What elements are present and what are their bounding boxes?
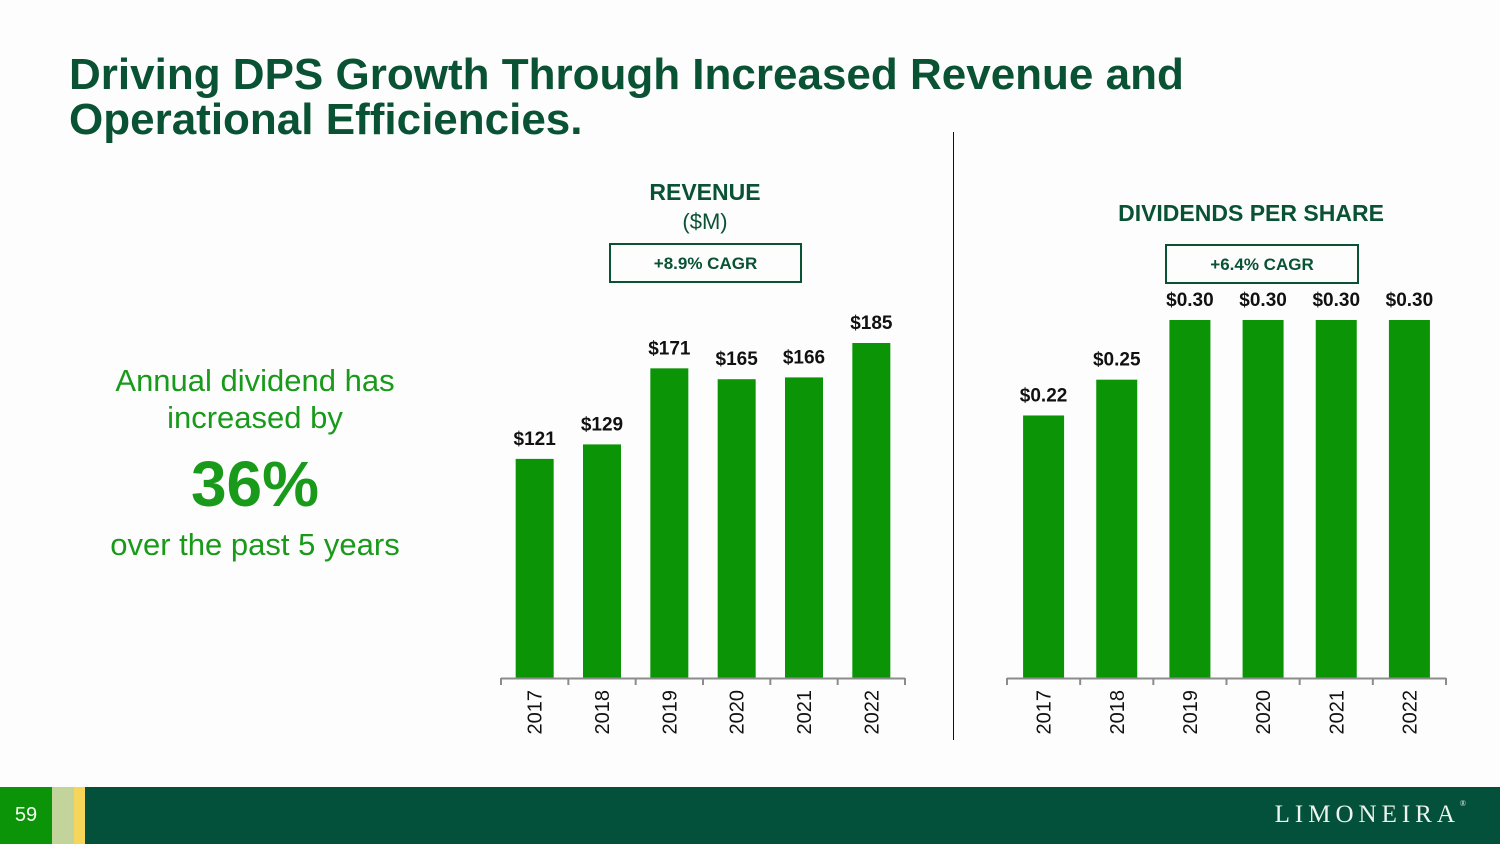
revenue-tick-label: 2020	[727, 690, 749, 735]
dps-chart: DIVIDENDS PER SHARE +6.4% CAGR $0.22$0.2…	[1006, 200, 1447, 735]
dps-bar-2018	[1096, 379, 1138, 678]
dps-data-label: $0.30	[1386, 290, 1434, 311]
dps-x-axis: 2017 2018 2019 2020 2021 2022	[1006, 677, 1447, 735]
dps-bars: $0.22 $0.25 $0.30 $0.30 $0.30 $0.30	[1020, 290, 1433, 678]
revenue-chart-title: REVENUE	[649, 179, 760, 205]
dps-data-label: $0.25	[1093, 350, 1141, 371]
callout-percentage: 36%	[190, 448, 320, 520]
revenue-bars: $121 $129 $171 $165 $166 $185	[514, 313, 893, 678]
dividend-callout: Annual dividend has increased by 36% ove…	[80, 362, 430, 563]
dps-data-label: $0.30	[1166, 290, 1214, 311]
callout-line-3: over the past 5 years	[110, 527, 400, 562]
chart-divider	[953, 132, 954, 740]
dps-data-label: $0.30	[1239, 290, 1287, 311]
revenue-bar-2022	[852, 343, 891, 678]
revenue-data-label: $165	[716, 349, 759, 370]
slide-title-line-1: Driving DPS Growth Through Increased Rev…	[69, 50, 1184, 99]
dps-tick-label: 2020	[1253, 690, 1275, 735]
revenue-chart: REVENUE ($M) +8.9% CAGR $121 $129 $171 $165…	[500, 179, 906, 735]
registered-mark-icon: ®	[1459, 799, 1466, 808]
dps-tick-label: 2021	[1326, 690, 1348, 735]
revenue-tick-label: 2021	[794, 690, 816, 735]
logo-text: LIMONEIRA	[1274, 801, 1460, 828]
revenue-cagr-label: +8.9% CAGR	[654, 254, 757, 273]
callout-line-2: increased by	[167, 400, 343, 435]
dps-bar-2021	[1315, 320, 1357, 678]
dps-cagr-label: +6.4% CAGR	[1210, 255, 1313, 274]
footer-bar: 59 LIMONEIRA®	[0, 787, 1500, 844]
revenue-data-label: $185	[850, 313, 893, 334]
charts-canvas: REVENUE ($M) +8.9% CAGR $121 $129 $171 $165…	[500, 179, 1447, 735]
dps-bar-2017	[1023, 415, 1065, 678]
revenue-tick-label: 2018	[592, 690, 614, 735]
dps-bar-2019	[1169, 320, 1211, 678]
revenue-data-label: $129	[581, 414, 623, 435]
revenue-data-label: $166	[783, 347, 825, 368]
revenue-cagr-box	[609, 243, 802, 283]
dps-tick-label: 2019	[1180, 690, 1202, 735]
revenue-tick-label: 2022	[861, 690, 883, 735]
revenue-x-axis: 2017 2018 2019 2020 2021 2022	[500, 677, 906, 735]
revenue-bar-2017	[515, 458, 554, 678]
dps-data-label: $0.22	[1020, 385, 1068, 406]
footer-stripe-yellow	[74, 787, 85, 844]
slide-title: Driving DPS Growth Through Increased Rev…	[69, 52, 1184, 142]
dps-tick-label: 2018	[1107, 690, 1129, 735]
dps-tick-label: 2017	[1034, 690, 1056, 735]
dps-bar-2022	[1388, 320, 1430, 678]
revenue-bar-2019	[650, 368, 689, 678]
revenue-bar-2020	[717, 379, 756, 678]
dps-data-label: $0.30	[1312, 290, 1360, 311]
revenue-data-label: $121	[514, 429, 557, 450]
footer-stripe-light	[52, 787, 74, 844]
revenue-chart-subtitle: ($M)	[682, 209, 727, 234]
limoneira-logo: LIMONEIRA®	[1274, 799, 1466, 829]
revenue-bar-2018	[583, 444, 621, 678]
revenue-tick-label: 2019	[659, 690, 681, 735]
dps-cagr-box	[1165, 244, 1359, 284]
page-number: 59	[0, 787, 52, 844]
slide-title-line-2: Operational Efficiencies.	[69, 95, 583, 144]
revenue-tick-label: 2017	[525, 690, 547, 735]
callout-line-1: Annual dividend has	[115, 363, 395, 398]
dps-tick-label: 2022	[1399, 690, 1421, 735]
dps-chart-title: DIVIDENDS PER SHARE	[1118, 200, 1384, 226]
revenue-data-label: $171	[648, 338, 691, 359]
revenue-bar-2021	[785, 377, 823, 678]
dps-bar-2020	[1242, 320, 1284, 678]
